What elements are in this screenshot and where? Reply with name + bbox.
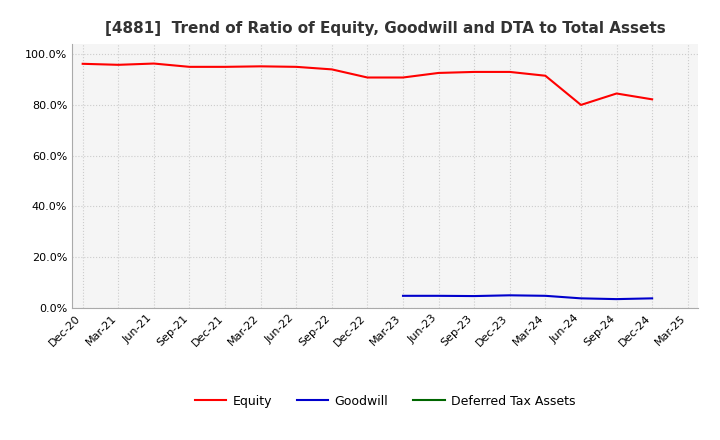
Equity: [399, 75, 408, 80]
Equity: [363, 75, 372, 80]
Equity: [612, 91, 621, 96]
Goodwill: [399, 293, 408, 298]
Goodwill: [505, 293, 514, 298]
Equity: [648, 97, 657, 102]
Equity: [78, 61, 87, 66]
Equity: [328, 67, 336, 72]
Equity: [221, 64, 230, 70]
Goodwill: [434, 293, 443, 298]
Equity: [292, 64, 300, 70]
Legend: Equity, Goodwill, Deferred Tax Assets: Equity, Goodwill, Deferred Tax Assets: [190, 390, 580, 413]
Equity: [541, 73, 549, 78]
Goodwill: [648, 296, 657, 301]
Equity: [256, 64, 265, 69]
Line: Goodwill: Goodwill: [403, 295, 652, 299]
Equity: [434, 70, 443, 76]
Equity: [577, 102, 585, 107]
Goodwill: [541, 293, 549, 298]
Equity: [114, 62, 122, 67]
Goodwill: [612, 297, 621, 302]
Line: Equity: Equity: [83, 63, 652, 105]
Equity: [185, 64, 194, 70]
Equity: [470, 69, 479, 74]
Goodwill: [470, 293, 479, 299]
Goodwill: [577, 296, 585, 301]
Equity: [150, 61, 158, 66]
Equity: [505, 69, 514, 74]
Title: [4881]  Trend of Ratio of Equity, Goodwill and DTA to Total Assets: [4881] Trend of Ratio of Equity, Goodwil…: [105, 21, 665, 36]
